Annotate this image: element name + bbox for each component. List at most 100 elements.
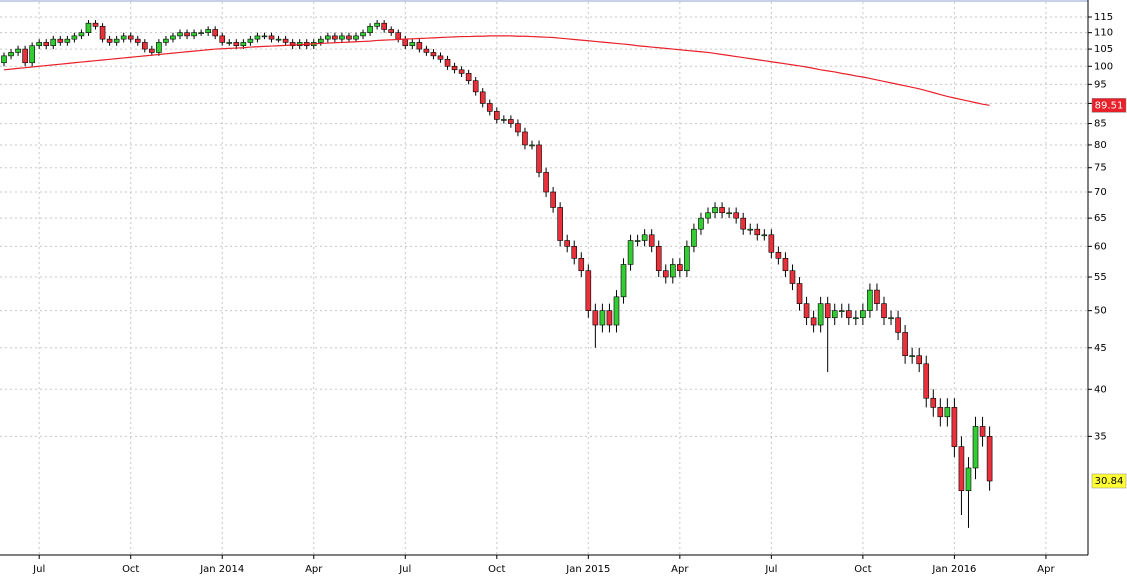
candle-body bbox=[761, 234, 768, 237]
candle-body bbox=[388, 29, 395, 33]
candle-body bbox=[557, 207, 563, 241]
candle-body bbox=[486, 103, 493, 112]
candle-body bbox=[571, 246, 578, 259]
candle-body bbox=[944, 407, 951, 418]
candle-body bbox=[1, 55, 7, 64]
x-tick-label: Jan 2016 bbox=[931, 564, 976, 575]
candle-body bbox=[416, 42, 423, 50]
y-tick-label: 80 bbox=[1094, 140, 1107, 151]
candle-body bbox=[641, 234, 648, 241]
candle-body bbox=[106, 38, 113, 43]
candle-body bbox=[156, 42, 162, 53]
candle-body bbox=[50, 38, 57, 47]
x-tick-label: Oct bbox=[854, 564, 871, 575]
candle-body bbox=[177, 32, 183, 37]
candle-body bbox=[796, 283, 803, 304]
candle-body bbox=[346, 35, 352, 40]
candle-body bbox=[289, 42, 296, 47]
candle-body bbox=[923, 363, 930, 399]
y-tick-label: 50 bbox=[1094, 306, 1107, 317]
candle-body bbox=[444, 58, 451, 67]
candle-body bbox=[895, 317, 901, 333]
candle-body bbox=[529, 144, 535, 147]
candle-body bbox=[775, 251, 782, 259]
candle-body bbox=[810, 317, 817, 326]
candle-body bbox=[85, 22, 92, 33]
candle-body bbox=[550, 191, 556, 208]
y-tick-label: 85 bbox=[1094, 119, 1107, 130]
x-tick-label: Apr bbox=[671, 564, 689, 575]
y-tick-label: 105 bbox=[1094, 44, 1113, 55]
candle-body bbox=[606, 310, 613, 326]
candle-body bbox=[99, 26, 106, 40]
last-price-bg bbox=[1091, 473, 1127, 489]
y-tick-label: 115 bbox=[1094, 12, 1113, 23]
candle-body bbox=[458, 69, 465, 74]
candle-body bbox=[22, 48, 28, 64]
candle-body bbox=[409, 42, 416, 47]
candle-body bbox=[261, 35, 268, 38]
candle-body bbox=[268, 35, 275, 40]
y-tick-label: 95 bbox=[1094, 79, 1107, 90]
candle-body bbox=[986, 436, 993, 482]
candle-body bbox=[712, 207, 718, 214]
candle-body bbox=[543, 172, 549, 193]
candle-body bbox=[845, 310, 852, 319]
candle-body bbox=[374, 22, 380, 27]
candle-body bbox=[684, 246, 690, 271]
candle-body bbox=[677, 264, 683, 271]
candle-body bbox=[78, 32, 85, 37]
candle-body bbox=[437, 55, 444, 60]
candle-body bbox=[134, 38, 141, 43]
candle-body bbox=[564, 240, 571, 247]
candle-body bbox=[937, 407, 944, 418]
candle-body bbox=[43, 42, 50, 47]
candle-body bbox=[64, 38, 71, 43]
candle-body bbox=[965, 467, 972, 492]
candle-body bbox=[29, 45, 35, 64]
y-tick-label: 65 bbox=[1094, 213, 1107, 224]
candle-body bbox=[782, 258, 789, 271]
candle-body bbox=[838, 310, 845, 312]
y-tick-label: 70 bbox=[1094, 187, 1107, 198]
candle-body bbox=[113, 38, 120, 43]
candle-body bbox=[888, 317, 894, 320]
last-price: 30.84 bbox=[1095, 476, 1124, 487]
candle-body bbox=[353, 35, 359, 40]
candle-body bbox=[360, 32, 366, 37]
candle-body bbox=[381, 22, 387, 30]
candle-body bbox=[972, 426, 979, 469]
candle-body bbox=[958, 446, 965, 492]
candle-body bbox=[71, 35, 78, 40]
candle-body bbox=[662, 270, 669, 278]
candle-body bbox=[669, 264, 676, 278]
candle-body bbox=[620, 264, 627, 298]
candle-body bbox=[930, 397, 937, 408]
candle-body bbox=[254, 35, 261, 40]
candle-body bbox=[634, 240, 641, 242]
candle-body bbox=[508, 119, 514, 124]
candle-body bbox=[149, 48, 155, 53]
candle-body bbox=[515, 123, 521, 133]
candle-body bbox=[951, 407, 958, 447]
candle-body bbox=[754, 228, 761, 236]
candle-body bbox=[92, 22, 99, 27]
x-tick-label: Apr bbox=[1037, 564, 1055, 575]
candle-body bbox=[57, 38, 64, 43]
candle-body bbox=[522, 131, 528, 146]
candle-body bbox=[332, 35, 338, 40]
candle-body bbox=[198, 32, 204, 34]
candle-body bbox=[803, 303, 810, 319]
candle-body bbox=[127, 35, 134, 40]
candle-body bbox=[339, 35, 345, 40]
candle-body bbox=[402, 38, 409, 47]
candle-body bbox=[430, 52, 437, 57]
y-tick-label: 55 bbox=[1094, 272, 1107, 283]
candle-body bbox=[8, 52, 14, 57]
candle-body bbox=[867, 289, 873, 311]
candle-body bbox=[479, 91, 486, 104]
ma-last-value-bg bbox=[1091, 98, 1127, 113]
candle-body bbox=[648, 234, 655, 247]
candle-body bbox=[824, 303, 831, 319]
